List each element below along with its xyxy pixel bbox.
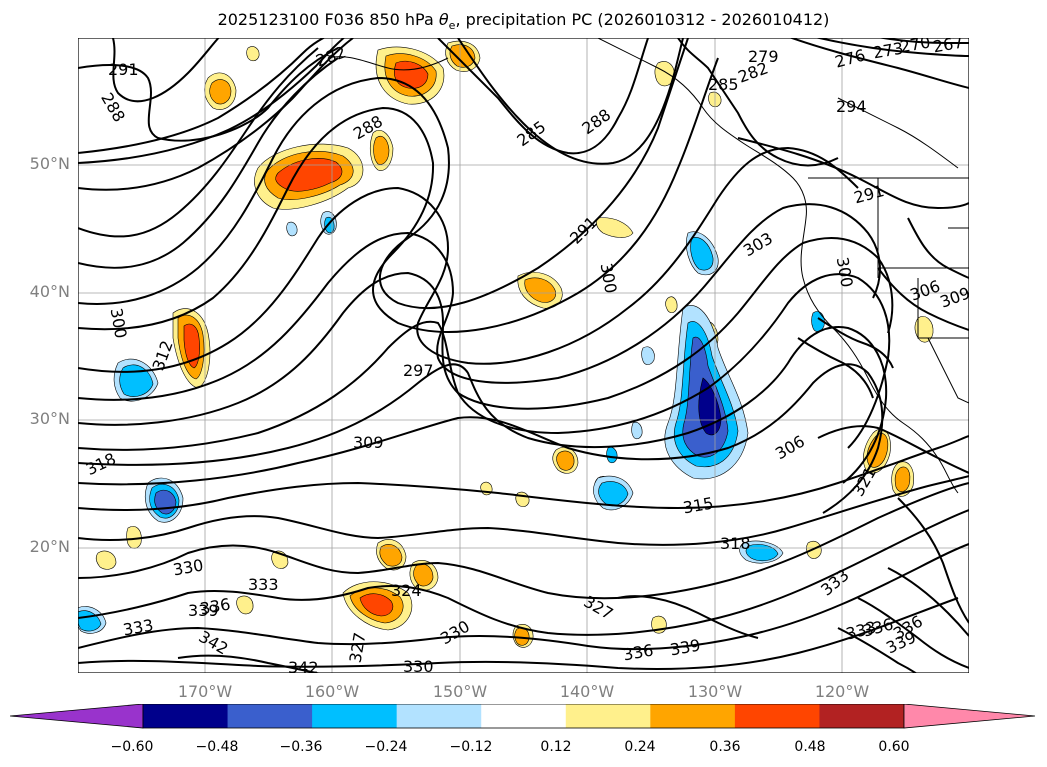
colorbar-extend-min — [10, 704, 144, 729]
colorbar-bin — [481, 704, 567, 728]
map-panel: 291 288 282 288 285 288 279 282 285 276 … — [78, 38, 969, 673]
colorbar-tick: 0.24 — [624, 739, 656, 755]
contour-label: 279 — [748, 47, 779, 66]
contour-label: 309 — [353, 433, 384, 452]
colorbar-tick: 0.48 — [794, 739, 826, 755]
contour-label: 294 — [836, 97, 867, 116]
contour-label: 333 — [248, 575, 279, 594]
contour-label: 318 — [720, 534, 751, 553]
colorbar-extend-max — [903, 704, 1036, 729]
map-title: 2025123100 F036 850 hPa θe, precipitatio… — [0, 10, 1047, 32]
contour-label: 342 — [288, 658, 319, 673]
colorbar-bins — [142, 704, 905, 729]
lon-label-140w: 140°W — [559, 682, 615, 701]
lon-label-150w: 150°W — [432, 682, 488, 701]
contour-label: 297 — [403, 361, 434, 380]
colorbar-bin — [396, 704, 482, 728]
lon-label-170w: 170°W — [177, 682, 233, 701]
colorbar-tick: −0.36 — [279, 739, 323, 755]
contour-label: 285 — [708, 75, 739, 94]
title-rest: , precipitation PC (2026010312 - 2026010… — [455, 10, 830, 29]
colorbar-bin — [819, 704, 905, 728]
title-theta-subscript: e — [448, 19, 456, 33]
colorbar-tick: −0.12 — [449, 739, 493, 755]
lon-label-160w: 160°W — [304, 682, 360, 701]
lat-label-20n: 20°N — [29, 537, 70, 556]
coastlines — [327, 38, 969, 494]
colorbar-bin — [227, 704, 313, 728]
contour-label: 324 — [391, 581, 422, 600]
lat-label-30n: 30°N — [29, 409, 70, 428]
colorbar-tick: 0.60 — [878, 739, 910, 755]
colorbar-tick: 0.12 — [540, 739, 572, 755]
colorbar-tick: −0.48 — [195, 739, 239, 755]
colorbar-tick: −0.24 — [364, 739, 408, 755]
contour-label: 270 — [898, 38, 931, 56]
lat-label-40n: 40°N — [29, 282, 70, 301]
title-main: 2025123100 F036 850 hPa — [217, 10, 439, 29]
contour-label: 291 — [108, 60, 139, 79]
colorbar-bin — [734, 704, 820, 728]
lon-label-120w: 120°W — [814, 682, 870, 701]
colorbar-bin — [650, 704, 736, 728]
colorbar-bin — [565, 704, 651, 728]
theta-e-contours — [78, 38, 969, 673]
colorbar-tick: 0.36 — [709, 739, 741, 755]
contour-label: 339 — [188, 601, 219, 620]
colorbar — [10, 704, 1036, 729]
title-theta-symbol: θ — [438, 10, 449, 29]
map-background — [78, 38, 969, 673]
colorbar-bin — [312, 704, 398, 728]
colorbar-bin — [143, 704, 229, 728]
lat-label-50n: 50°N — [29, 154, 70, 173]
contour-label: 330 — [403, 657, 434, 673]
colorbar-tick: −0.60 — [110, 739, 154, 755]
contour-label: 267 — [931, 38, 964, 56]
lon-label-130w: 130°W — [687, 682, 743, 701]
